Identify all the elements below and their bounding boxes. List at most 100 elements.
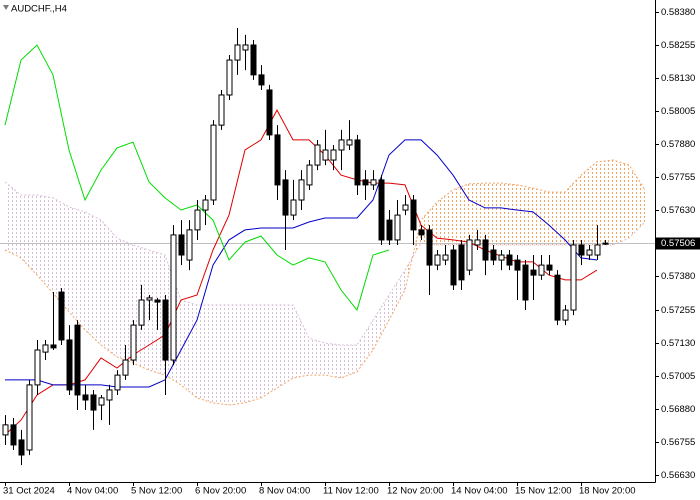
cloud-segment — [517, 184, 533, 245]
candle-body — [466, 239, 473, 271]
candle-body — [242, 44, 249, 51]
y-tick-label: 0.58255 — [661, 40, 695, 51]
candle-body — [522, 264, 529, 301]
candle-body — [130, 324, 137, 361]
cloud-segment — [389, 270, 405, 321]
cloud-segment — [261, 305, 277, 398]
x-tick-label: 5 Nov 12:00 — [131, 486, 182, 497]
cloud-segment — [293, 305, 309, 379]
candle-body — [146, 297, 153, 301]
candle-body — [370, 179, 377, 186]
cloud-segment — [581, 161, 597, 245]
x-tick-label: 6 Nov 20:00 — [195, 486, 246, 497]
candle-body — [314, 144, 321, 166]
candle-body — [42, 344, 49, 353]
y-tick-label: 0.56630 — [661, 470, 695, 481]
cloud-segment — [309, 338, 325, 376]
candle-body — [154, 299, 161, 303]
candle-body — [26, 384, 33, 451]
last-price-box — [656, 237, 700, 250]
chart-title: AUDCHF.,H4 — [11, 4, 67, 15]
cloud-segment — [613, 160, 629, 245]
cloud-segment — [485, 183, 501, 245]
y-tick-label: 0.56880 — [661, 404, 695, 415]
candle-body — [218, 94, 225, 126]
x-tick-label: 12 Nov 20:00 — [387, 486, 444, 497]
candle-body — [170, 234, 177, 361]
candle-body — [346, 139, 353, 146]
x-tick-label: 8 Nov 04:00 — [259, 486, 310, 497]
candle-body — [410, 199, 417, 231]
indicator-line — [5, 139, 598, 388]
y-tick-label: 0.58380 — [661, 7, 695, 18]
candle-body — [386, 219, 393, 241]
cloud-segment — [245, 305, 261, 403]
y-tick-label: 0.57630 — [661, 205, 695, 216]
cloud-segment — [469, 183, 485, 245]
cloud-segment — [453, 183, 469, 245]
candle-body — [602, 242, 609, 245]
candle-body — [138, 299, 145, 326]
candle-body — [258, 74, 265, 86]
candle-body — [274, 134, 281, 186]
candle-body — [562, 309, 569, 321]
candle-body — [186, 229, 193, 261]
last-price-label: 0.57506 — [661, 238, 695, 249]
y-tick-label: 0.56755 — [661, 437, 695, 448]
candle-body — [226, 59, 233, 96]
cloud-segment — [277, 305, 293, 389]
candle-body — [514, 259, 521, 271]
candle-body — [306, 164, 313, 186]
candle-body — [122, 359, 129, 376]
candle-body — [74, 324, 81, 396]
candle-body — [554, 274, 561, 321]
candle-body — [50, 344, 57, 349]
cloud-segment — [197, 305, 213, 403]
x-tick-label: 11 Nov 12:00 — [323, 486, 379, 497]
candle-body — [34, 349, 41, 386]
candle-body — [578, 244, 585, 256]
x-tick-label: 4 Nov 04:00 — [67, 486, 118, 497]
candle-body — [282, 179, 289, 216]
candle-body — [506, 254, 513, 266]
span-a-line — [4, 159, 646, 406]
cloud-segment — [21, 194, 37, 276]
x-tick-label: 15 Nov 12:00 — [515, 486, 572, 497]
candle-body — [426, 229, 433, 266]
candle-body — [442, 254, 449, 261]
y-tick-label: 0.57005 — [661, 371, 695, 382]
candle-body — [474, 239, 481, 246]
candle-body — [490, 249, 497, 261]
candle-body — [402, 204, 409, 211]
cloud-segment — [213, 305, 229, 406]
candle-body — [538, 264, 545, 276]
cloud-segment — [373, 294, 389, 350]
cloud-segment — [405, 220, 421, 290]
cloud-segment — [53, 197, 69, 312]
candle-body — [330, 149, 337, 161]
candle-body — [546, 264, 553, 271]
cloud-segment — [85, 211, 101, 345]
candle-body — [58, 291, 65, 341]
candle-body — [322, 149, 329, 161]
candle-body — [178, 234, 185, 256]
symbol-icon — [3, 5, 9, 10]
candle-body — [210, 124, 217, 201]
candle-body — [162, 299, 169, 361]
y-tick-label: 0.58130 — [661, 73, 695, 84]
candle-body — [450, 249, 457, 286]
cloud-segment — [549, 192, 565, 245]
candle-body — [90, 394, 97, 411]
candle-body — [482, 239, 489, 261]
x-tick-label: 14 Nov 04:00 — [451, 486, 508, 497]
cloud-segment — [629, 165, 645, 239]
candle-body — [234, 44, 241, 61]
cloud-segment — [325, 343, 341, 379]
candle-body — [354, 139, 361, 186]
cloud-segment — [101, 220, 117, 357]
candle-body — [570, 244, 577, 311]
candle-body — [202, 199, 209, 211]
cloud-segment — [437, 189, 453, 245]
candle-body — [106, 389, 113, 401]
